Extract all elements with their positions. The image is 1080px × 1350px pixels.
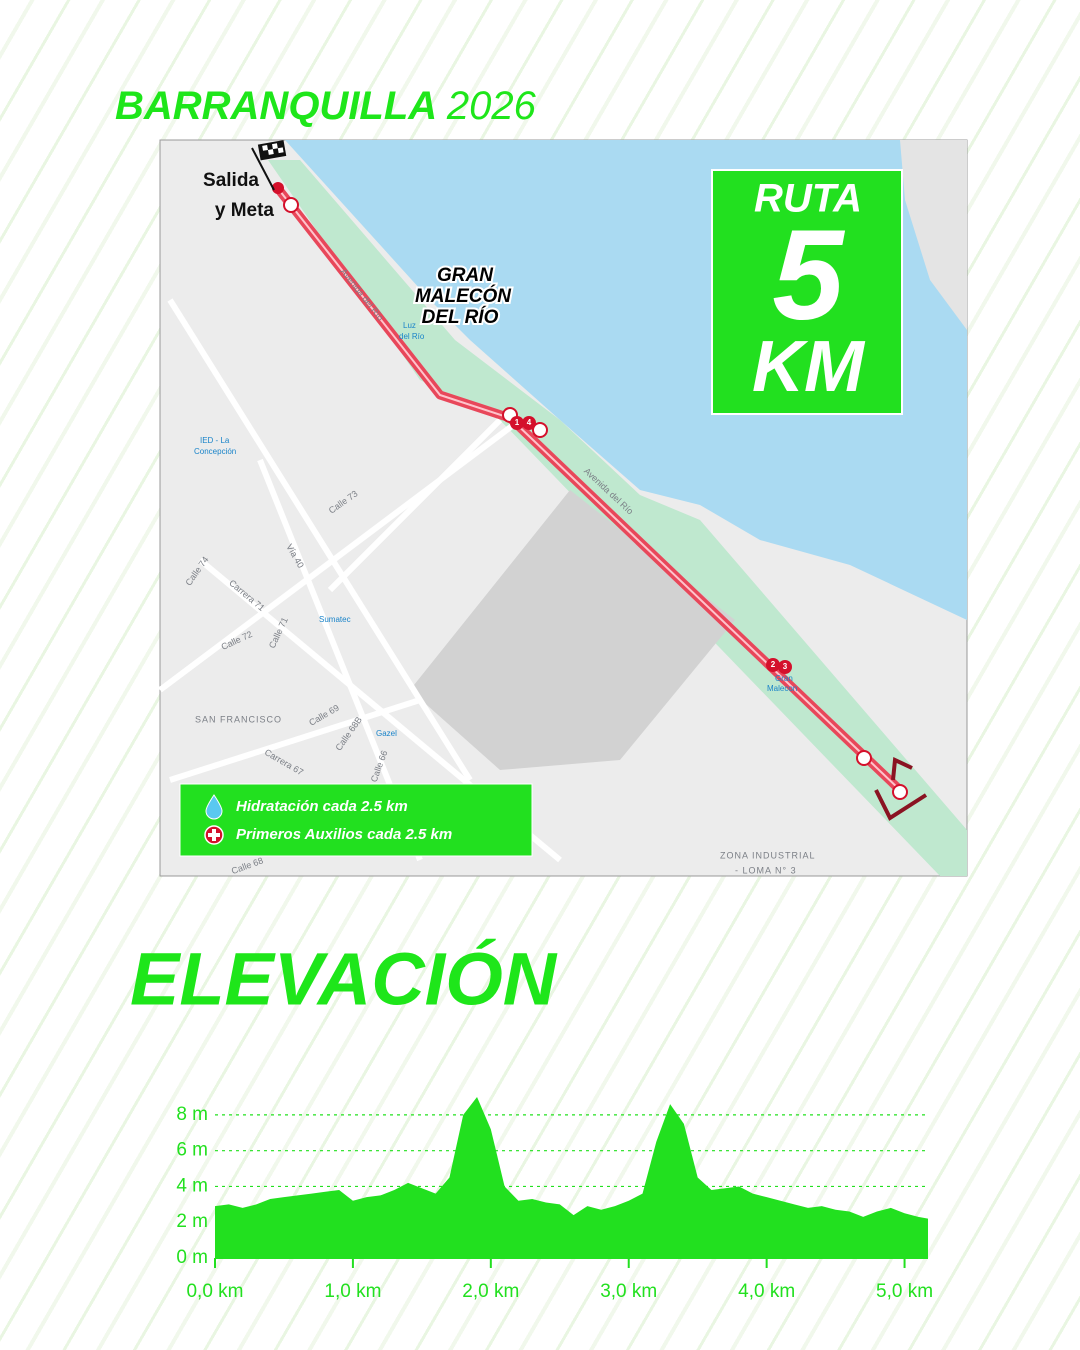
aid-cross [208, 829, 220, 841]
start-label-line: y Meta [215, 200, 275, 221]
landmark-line: GRAN [437, 265, 494, 286]
turn-arrow [891, 756, 913, 781]
water-icon [205, 794, 223, 820]
route-center [275, 185, 901, 791]
x-tick-label: 5,0 km [876, 1281, 933, 1302]
x-tick-label: 4,0 km [738, 1281, 795, 1302]
poi-label: IED - La [200, 436, 230, 445]
elevation-area [215, 1097, 928, 1258]
road [169, 697, 421, 783]
water-marker [856, 750, 872, 766]
badge-distance: 5 [772, 204, 845, 347]
legend-box [179, 783, 533, 857]
checkpoint-label: 1 [515, 418, 520, 427]
checkpoint [510, 416, 524, 430]
map: 1 4 2 3 Avenida del Río Avenida del Río … [158, 139, 968, 877]
checkpoints: 1 4 2 3 [510, 416, 792, 674]
poi-label: Gran [775, 674, 793, 683]
water-marker [892, 784, 908, 800]
y-tick-label: 2 m [176, 1211, 208, 1232]
poi-label: Gazel [376, 729, 397, 738]
route-badge: RUTA 5 KM [711, 169, 903, 415]
checkpoint [522, 416, 536, 430]
title-city: BARRANQUILLA [115, 84, 436, 128]
x-tick-label: 3,0 km [600, 1281, 657, 1302]
landmark-line: MALECÓN [415, 285, 512, 307]
legend-item: Primeros Auxilios cada 2.5 km [236, 826, 452, 843]
title: BARRANQUILLA 2026 [115, 84, 537, 128]
legend-item: Hidratación cada 2.5 km [236, 798, 408, 815]
checkpoint-label: 2 [771, 660, 776, 669]
badge-ruta: RUTA [754, 177, 862, 221]
checkered-flag [251, 140, 287, 191]
y-tick-label: 6 m [176, 1140, 208, 1161]
start-label-line: Salida [203, 170, 259, 191]
map-far-bank [900, 140, 967, 330]
water-marker [283, 197, 299, 213]
turn-mark [874, 789, 928, 821]
x-tick-label: 0,0 km [186, 1281, 243, 1302]
badge-unit: KM [752, 327, 866, 407]
start-marker [272, 182, 284, 194]
area-label: - LOMA N° 3 [735, 865, 797, 875]
elevation-chart: 0 m 2 m 4 m 6 m 8 m 0,0 km 1,0 km 2,0 km 3,0 km 4… [176, 1097, 933, 1302]
x-tick-label: 1,0 km [324, 1281, 381, 1302]
landmark-label: GRAN MALECÓN DEL RÍO [413, 263, 514, 330]
water-marker [532, 422, 548, 438]
checkpoint [778, 660, 792, 674]
poi-label: Luz [403, 321, 416, 330]
poi-label: del Río [399, 332, 425, 341]
checkpoint-label: 3 [783, 662, 788, 671]
area-label: SAN FRANCISCO [195, 714, 282, 724]
chart-title: ELEVACIÓN [130, 938, 558, 1021]
road [158, 417, 522, 693]
checkpoint-label: 4 [527, 418, 532, 427]
poi-label: Malecon [767, 684, 797, 693]
x-tick-label: 2,0 km [462, 1281, 519, 1302]
y-tick-label: 8 m [176, 1104, 208, 1125]
badge-box [711, 169, 903, 415]
road [327, 417, 503, 593]
poi-label: Concepción [194, 447, 236, 456]
start-label: Salida y Meta [203, 170, 274, 221]
title-year: 2026 [446, 84, 537, 128]
poi-label: Sumatec [319, 615, 351, 624]
area-label: ZONA INDUSTRIAL [720, 850, 816, 860]
landmark-line: DEL RÍO [422, 306, 499, 328]
checkpoint [766, 658, 780, 672]
y-tick-label: 0 m [176, 1247, 208, 1268]
y-tick-label: 4 m [176, 1175, 208, 1196]
map-legend: Hidratación cada 2.5 km Primeros Auxilio… [179, 783, 533, 857]
flag-pole [251, 147, 275, 191]
